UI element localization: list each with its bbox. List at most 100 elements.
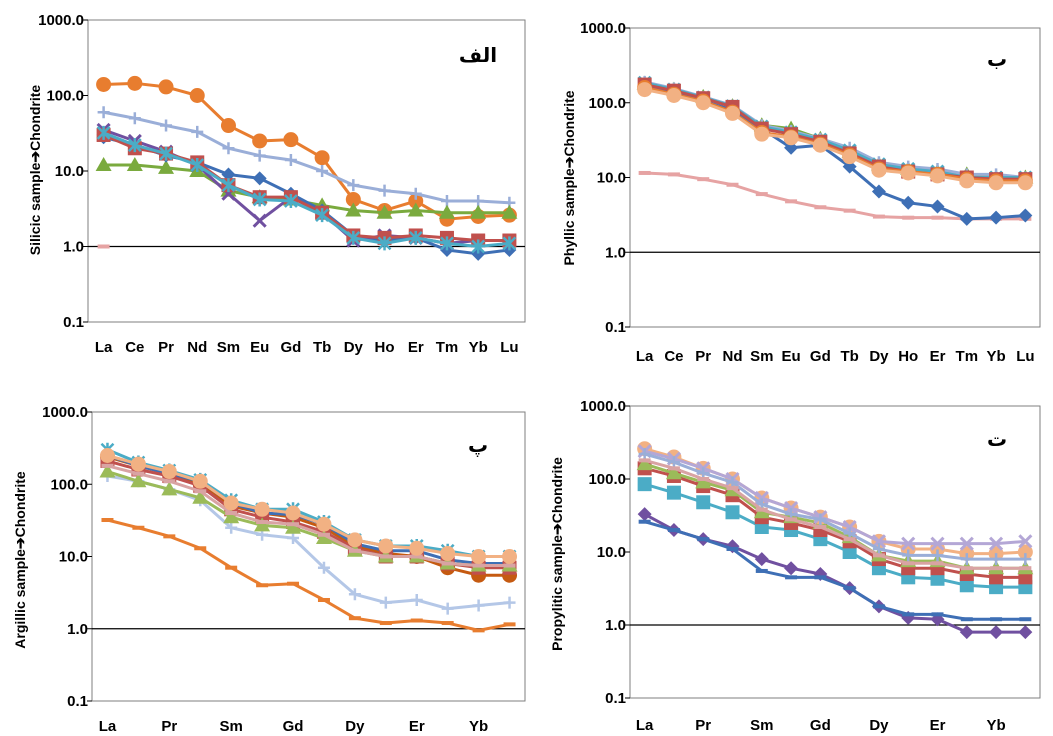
data-point (667, 172, 680, 177)
data-point (101, 518, 114, 523)
x-tick-label: Tb (313, 339, 331, 356)
data-point (502, 549, 518, 564)
data-point (667, 466, 680, 471)
series-line (644, 449, 1026, 546)
data-point (347, 532, 363, 548)
data-point (409, 540, 425, 556)
chart-argillic: 0.1 1.0 10.0 100.0 1000.0 La Pr Sm Gd Dy Er Yb Argil… (12, 404, 526, 735)
data-point (190, 158, 205, 173)
data-point (902, 215, 915, 220)
data-point (317, 532, 330, 537)
y-tick-label: 100.0 (588, 95, 626, 112)
data-point (285, 505, 301, 521)
data-point (900, 165, 916, 181)
chart-title: پ (468, 433, 488, 457)
y-tick-label: 1.0 (67, 621, 88, 638)
x-tick-label: Sm (217, 339, 240, 356)
data-point (471, 549, 487, 564)
data-point (501, 204, 518, 219)
data-point (783, 130, 799, 146)
data-point (931, 215, 944, 220)
data-point (930, 168, 945, 184)
data-point (345, 191, 361, 207)
data-point (127, 75, 143, 91)
x-tick-label: Yb (469, 339, 488, 356)
data-point (902, 612, 915, 617)
data-point (637, 477, 652, 492)
data-point (931, 549, 944, 562)
data-point (377, 236, 392, 251)
data-point (812, 137, 828, 153)
chart-propylitic: 0.1 1.0 10.0 100.0 1000.0 La Pr Sm Gd Dy Er Yb Propy… (549, 398, 1041, 734)
data-point (930, 536, 945, 551)
data-point (127, 138, 142, 153)
chart-title: الف (459, 43, 497, 67)
data-point (379, 596, 392, 609)
data-point (1018, 625, 1033, 640)
data-point (755, 507, 768, 512)
data-point (697, 477, 710, 481)
data-point (872, 214, 885, 219)
series-1 (638, 519, 1032, 622)
data-point (410, 554, 423, 559)
data-point (901, 610, 916, 625)
data-point (378, 184, 391, 197)
x-tick-label: Gd (283, 718, 304, 735)
data-point (814, 513, 827, 526)
data-point (317, 597, 330, 602)
series-1 (97, 106, 516, 209)
x-tick-label: Ce (125, 339, 144, 356)
x-tick-label: Sm (750, 348, 773, 365)
data-point (872, 542, 885, 555)
data-point (696, 495, 711, 510)
data-point (221, 167, 236, 182)
data-point (256, 520, 269, 525)
x-tick-label: Eu (781, 348, 800, 365)
data-point (785, 199, 798, 204)
data-point (695, 474, 712, 489)
data-point (408, 193, 424, 209)
y-tick-label: 100.0 (46, 88, 84, 105)
data-point (695, 95, 711, 111)
data-point (97, 244, 110, 249)
data-point (252, 171, 267, 186)
data-point (194, 546, 207, 551)
data-point (376, 204, 393, 219)
data-point (872, 553, 885, 558)
data-point (223, 495, 239, 511)
y-tick-label: 10.0 (55, 163, 84, 180)
y-tick-label: 1000.0 (580, 398, 626, 415)
data-point (225, 511, 238, 516)
data-point (99, 447, 115, 463)
series-4 (636, 456, 1034, 575)
data-point (160, 119, 173, 132)
data-point (988, 175, 1004, 191)
data-point (665, 465, 682, 480)
data-point (900, 541, 916, 557)
data-point (101, 463, 114, 468)
series-2 (636, 75, 1034, 184)
data-point (755, 192, 768, 197)
data-point (287, 532, 300, 545)
data-point (990, 566, 1003, 571)
data-point (314, 150, 330, 166)
y-axis-label: Silicic sample➔Chondrite (27, 85, 43, 256)
data-point (989, 625, 1004, 640)
data-point (726, 182, 739, 187)
data-point (872, 604, 885, 609)
x-tick-label: Ho (375, 339, 395, 356)
y-tick-label: 0.1 (605, 319, 626, 336)
data-point (253, 149, 266, 162)
data-point (408, 230, 423, 245)
data-point (348, 616, 361, 621)
data-point (163, 534, 176, 539)
data-point (440, 546, 456, 562)
series-3 (100, 442, 517, 564)
data-point (163, 479, 176, 484)
data-point (931, 612, 944, 617)
data-point (221, 178, 236, 193)
data-point (667, 528, 680, 533)
data-point (348, 588, 361, 601)
series-7 (101, 463, 516, 568)
